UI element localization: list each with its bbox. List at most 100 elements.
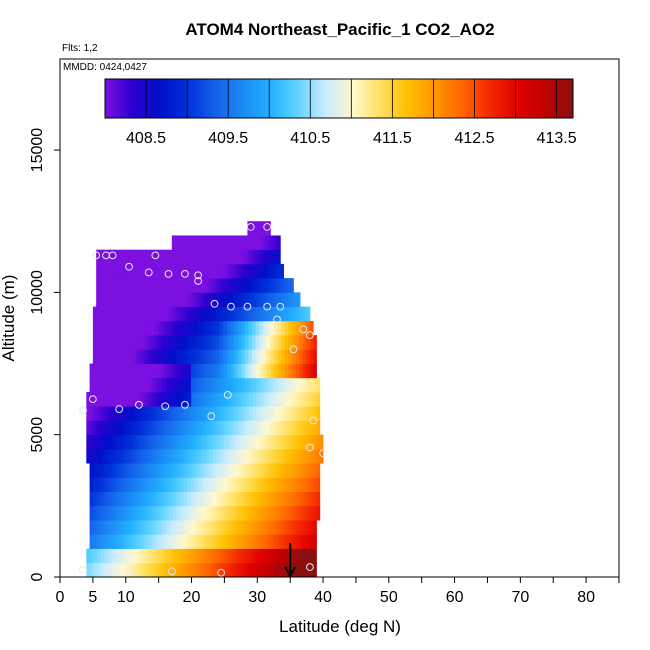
heatmap-cell	[263, 520, 268, 535]
heatmap-cell	[115, 406, 120, 421]
heatmap-cell	[306, 363, 311, 379]
heatmap-cell	[118, 505, 123, 521]
heatmap-cell	[129, 392, 134, 407]
heatmap-cell	[205, 463, 210, 478]
heatmap-cell	[321, 434, 324, 450]
heatmap-cell	[100, 406, 105, 421]
heatmap-cell	[108, 392, 113, 407]
heatmap-cell	[193, 235, 198, 251]
heatmap-cell	[175, 278, 180, 293]
heatmap-cell	[198, 562, 203, 578]
heatmap-cell	[194, 335, 199, 350]
heatmap-cell	[223, 448, 228, 464]
heatmap-cell	[190, 335, 195, 350]
heatmap-cell	[104, 448, 109, 464]
heatmap-cell	[209, 434, 214, 450]
heatmap-cell	[306, 434, 311, 450]
heatmap-cell	[291, 292, 296, 308]
heatmap-cell	[190, 278, 195, 293]
heatmap-cell	[125, 306, 130, 322]
heatmap-cell	[245, 534, 250, 549]
heatmap-cell	[248, 463, 253, 478]
heatmap-cell	[259, 434, 264, 450]
heatmap-cell	[187, 534, 192, 549]
heatmap-cell	[162, 434, 167, 450]
heatmap-cell	[176, 505, 181, 521]
heatmap-cell	[154, 477, 159, 493]
arrow-head	[284, 566, 297, 579]
heatmap-cell	[216, 534, 221, 549]
heatmap-cell	[107, 377, 112, 393]
heatmap-cell	[140, 505, 145, 521]
heatmap-cell	[155, 392, 160, 407]
heatmap-cell	[86, 420, 91, 436]
heatmap-cell	[266, 363, 271, 379]
heatmap-cell	[205, 477, 210, 493]
heatmap-cell	[93, 562, 98, 578]
heatmap-cell	[227, 377, 232, 393]
heatmap-cell	[280, 320, 285, 336]
heatmap-cell	[208, 377, 213, 393]
heatmap-cell	[176, 434, 181, 450]
heatmap-cell	[314, 420, 319, 436]
heatmap-cell	[241, 548, 246, 564]
heatmap-cell	[139, 278, 144, 293]
heatmap-cell	[216, 505, 221, 521]
heatmap-cell	[306, 377, 311, 393]
heatmap-cell	[258, 221, 263, 236]
heatmap-cell	[158, 448, 163, 464]
heatmap-cell	[182, 235, 187, 251]
heatmap-cell	[132, 335, 137, 350]
heatmap-cell	[165, 434, 170, 450]
heatmap-cell	[194, 406, 199, 421]
heatmap-cell	[223, 377, 228, 393]
heatmap-cell	[245, 406, 250, 421]
heatmap-cell	[306, 349, 311, 364]
heatmap-cell	[317, 463, 321, 478]
heatmap-cell	[100, 477, 105, 493]
heatmap-cell	[136, 420, 141, 436]
heatmap-cell	[211, 249, 216, 265]
heatmap-cell	[155, 548, 160, 564]
heatmap-cell	[255, 505, 260, 521]
heatmap-cell	[245, 420, 250, 436]
heatmap-cell	[100, 434, 105, 450]
sample-point	[276, 302, 285, 311]
heatmap-cell	[157, 320, 163, 336]
heatmap-cell	[201, 263, 206, 279]
heatmap-cell	[277, 505, 282, 521]
heatmap-cell	[125, 278, 130, 293]
heatmap-cell	[204, 278, 209, 293]
heatmap-cell	[248, 520, 253, 535]
heatmap-cell	[202, 448, 207, 464]
heatmap-cell	[248, 477, 253, 493]
heatmap-cell	[255, 263, 260, 279]
heatmap-cell	[168, 249, 173, 265]
heatmap-cell	[136, 377, 141, 393]
heatmap-cell	[122, 534, 127, 549]
heatmap-cell	[317, 477, 321, 493]
heatmap-cell	[154, 363, 159, 379]
heatmap-cell	[198, 363, 203, 379]
heatmap-cell	[270, 377, 275, 393]
heatmap-cell	[245, 562, 250, 578]
heatmap-cell	[281, 392, 286, 407]
heatmap-cell	[169, 406, 174, 421]
heatmap-cell	[212, 320, 217, 336]
heatmap-cell	[274, 448, 279, 464]
heatmap-cell	[299, 406, 304, 421]
heatmap-cell	[169, 392, 174, 407]
heatmap-cell	[173, 392, 178, 407]
heatmap-cell	[125, 505, 130, 521]
heatmap-cell	[226, 292, 231, 308]
heatmap-cell	[100, 320, 105, 336]
heatmap-cell	[197, 349, 202, 364]
heatmap-cell	[183, 406, 188, 421]
heatmap-cell	[100, 306, 105, 322]
heatmap-cell	[237, 463, 242, 478]
heatmap-cell	[100, 505, 105, 521]
heatmap-cell	[288, 520, 293, 535]
heatmap-cell	[133, 520, 138, 535]
heatmap-cell	[247, 221, 252, 236]
heatmap-cell	[169, 363, 174, 379]
